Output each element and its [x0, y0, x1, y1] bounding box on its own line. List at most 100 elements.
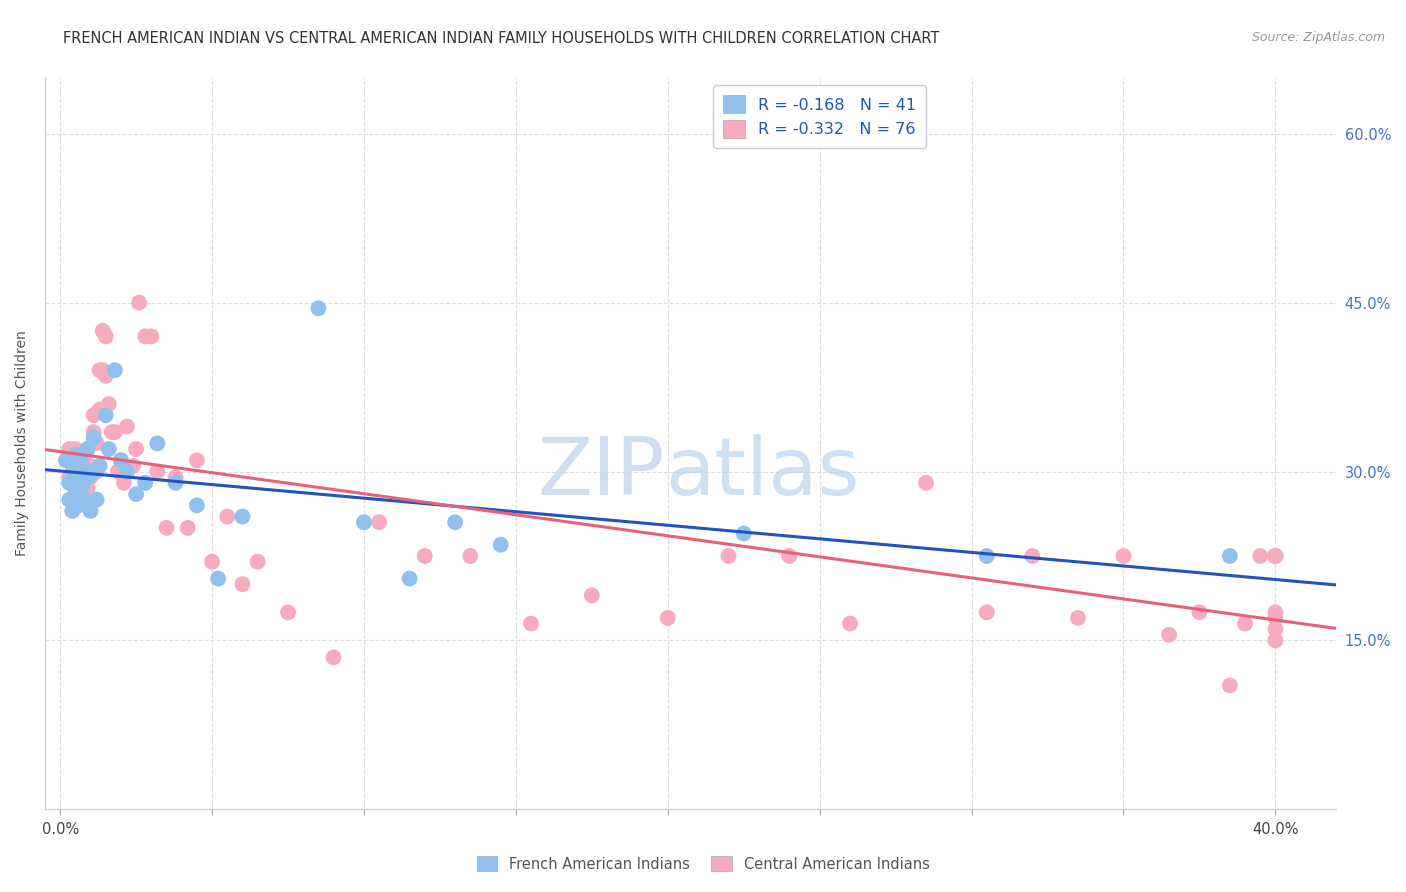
Point — [839, 616, 862, 631]
Point — [520, 616, 543, 631]
Point — [1021, 549, 1043, 563]
Point — [217, 509, 239, 524]
Point — [76, 470, 98, 484]
Point — [177, 521, 200, 535]
Point — [1264, 633, 1286, 648]
Point — [79, 504, 101, 518]
Point — [94, 329, 117, 343]
Point — [1264, 549, 1286, 563]
Y-axis label: Family Households with Children: Family Households with Children — [15, 331, 30, 557]
Point — [70, 482, 93, 496]
Point — [657, 611, 679, 625]
Point — [1157, 628, 1180, 642]
Point — [110, 453, 132, 467]
Point — [1264, 605, 1286, 619]
Point — [1264, 611, 1286, 625]
Point — [322, 650, 344, 665]
Point — [115, 419, 138, 434]
Point — [55, 453, 77, 467]
Point — [86, 492, 108, 507]
Point — [115, 465, 138, 479]
Point — [97, 442, 120, 456]
Point — [79, 470, 101, 484]
Point — [231, 509, 253, 524]
Point — [60, 504, 83, 518]
Point — [1264, 549, 1286, 563]
Legend: French American Indians, Central American Indians: French American Indians, Central America… — [471, 850, 935, 878]
Point — [65, 470, 87, 484]
Text: ZIP: ZIP — [537, 434, 665, 512]
Point — [277, 605, 299, 619]
Point — [976, 549, 998, 563]
Legend: R = -0.168   N = 41, R = -0.332   N = 76: R = -0.168 N = 41, R = -0.332 N = 76 — [713, 86, 927, 148]
Point — [89, 402, 111, 417]
Point — [55, 453, 77, 467]
Point — [1219, 678, 1241, 692]
Point — [1067, 611, 1090, 625]
Point — [58, 475, 80, 490]
Point — [733, 526, 755, 541]
Point — [717, 549, 740, 563]
Point — [368, 515, 391, 529]
Point — [1112, 549, 1135, 563]
Point — [67, 470, 90, 484]
Point — [60, 470, 83, 484]
Point — [489, 538, 512, 552]
Point — [155, 521, 177, 535]
Point — [91, 324, 114, 338]
Point — [89, 458, 111, 473]
Point — [76, 442, 98, 456]
Point — [146, 436, 169, 450]
Point — [91, 363, 114, 377]
Point — [58, 470, 80, 484]
Point — [1264, 549, 1286, 563]
Point — [73, 448, 96, 462]
Point — [201, 555, 224, 569]
Point — [65, 482, 87, 496]
Point — [581, 589, 603, 603]
Point — [112, 475, 135, 490]
Point — [58, 442, 80, 456]
Point — [165, 470, 187, 484]
Point — [70, 482, 93, 496]
Point — [246, 555, 269, 569]
Point — [76, 482, 98, 496]
Point — [458, 549, 481, 563]
Text: FRENCH AMERICAN INDIAN VS CENTRAL AMERICAN INDIAN FAMILY HOUSEHOLDS WITH CHILDRE: FRENCH AMERICAN INDIAN VS CENTRAL AMERIC… — [63, 31, 939, 46]
Point — [76, 442, 98, 456]
Point — [70, 448, 93, 462]
Point — [1234, 616, 1257, 631]
Point — [110, 453, 132, 467]
Point — [165, 475, 187, 490]
Point — [146, 465, 169, 479]
Point — [67, 499, 90, 513]
Point — [186, 453, 208, 467]
Point — [125, 442, 148, 456]
Point — [65, 487, 87, 501]
Point — [413, 549, 436, 563]
Point — [107, 465, 129, 479]
Point — [122, 458, 145, 473]
Point — [1264, 622, 1286, 636]
Point — [1264, 549, 1286, 563]
Point — [97, 397, 120, 411]
Point — [307, 301, 329, 316]
Point — [58, 492, 80, 507]
Point — [83, 465, 105, 479]
Point — [1219, 549, 1241, 563]
Point — [778, 549, 800, 563]
Point — [353, 515, 375, 529]
Point — [79, 458, 101, 473]
Point — [1249, 549, 1271, 563]
Point — [94, 368, 117, 383]
Point — [73, 475, 96, 490]
Point — [70, 453, 93, 467]
Point — [65, 442, 87, 456]
Point — [976, 605, 998, 619]
Point — [86, 436, 108, 450]
Point — [444, 515, 467, 529]
Point — [141, 329, 163, 343]
Point — [67, 470, 90, 484]
Point — [73, 492, 96, 507]
Point — [94, 409, 117, 423]
